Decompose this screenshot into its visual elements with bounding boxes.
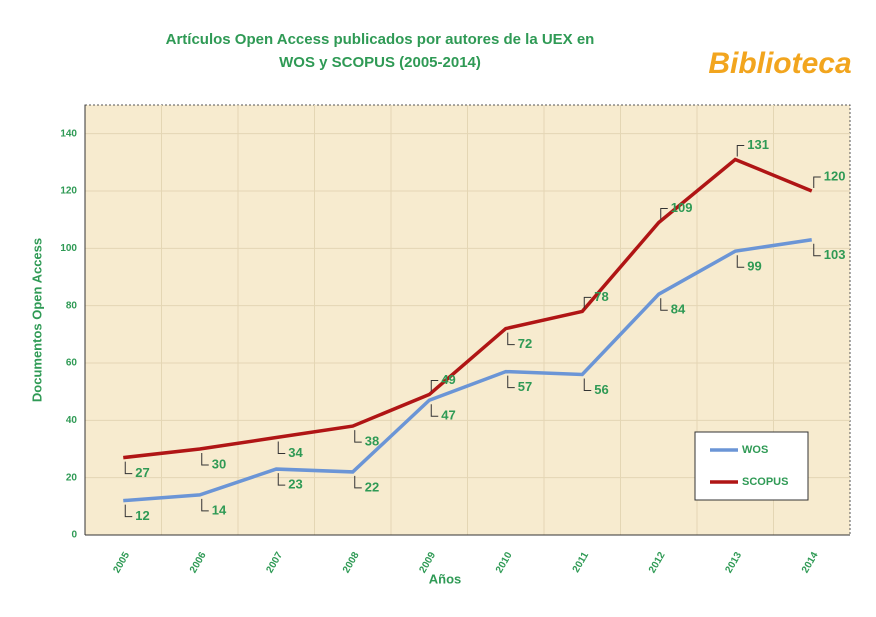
- leader-line: [277, 473, 286, 486]
- legend-label: SCOPUS: [742, 476, 788, 488]
- leader-line: [660, 208, 668, 220]
- data-label: 38: [365, 434, 379, 449]
- data-label: 12: [135, 508, 149, 523]
- y-tick-label: 80: [66, 300, 78, 311]
- title-line: WOS y SCOPUS (2005-2014): [279, 54, 481, 71]
- leader-line: [813, 176, 821, 188]
- leader-line: [124, 461, 133, 475]
- leader-line: [124, 504, 133, 518]
- data-label: 27: [135, 465, 149, 480]
- leader-line: [430, 404, 439, 417]
- data-label: 56: [594, 382, 608, 397]
- y-tick-label: 60: [66, 358, 78, 369]
- leader-line: [507, 375, 515, 389]
- data-label: 109: [671, 200, 693, 215]
- data-label: 120: [824, 168, 846, 183]
- logo: Biblioteca: [708, 47, 851, 80]
- legend: [694, 431, 809, 501]
- data-label: 99: [747, 259, 761, 274]
- leader-line: [583, 378, 592, 391]
- series-line: [123, 238, 813, 503]
- data-label: 23: [288, 477, 302, 492]
- title-line: Artículos Open Access publicados por aut…: [166, 31, 595, 48]
- y-tick-label: 140: [60, 128, 77, 139]
- y-tick-label: 100: [60, 243, 77, 254]
- leader-line: [813, 243, 821, 257]
- data-label: 103: [824, 247, 846, 262]
- data-label: 49: [441, 372, 455, 387]
- data-label: 30: [212, 456, 226, 471]
- y-tick-label: 40: [66, 415, 78, 426]
- data-label: 78: [594, 289, 608, 304]
- data-label: 131: [747, 137, 769, 152]
- leader-line: [736, 255, 745, 268]
- leader-line: [430, 380, 439, 392]
- x-axis-label: Años: [429, 571, 462, 586]
- y-tick-label: 20: [66, 472, 78, 483]
- leader-line: [736, 144, 745, 157]
- leader-line: [660, 298, 668, 311]
- leader-line: [201, 498, 209, 512]
- data-label: 84: [671, 302, 686, 317]
- leader-line: [354, 475, 362, 489]
- y-tick-label: 120: [60, 186, 77, 197]
- leader-line: [277, 441, 286, 455]
- leader-line: [583, 296, 592, 309]
- data-label: 47: [441, 408, 455, 423]
- data-label: 14: [212, 502, 227, 517]
- data-label: 57: [518, 379, 532, 394]
- data-label: 34: [288, 445, 303, 460]
- y-tick-label: 0: [71, 530, 77, 541]
- series-line: [123, 157, 813, 460]
- leader-line: [507, 332, 515, 346]
- data-label: 22: [365, 479, 379, 494]
- leader-line: [354, 430, 362, 443]
- y-axis-label: Documentos Open Access: [29, 238, 44, 402]
- legend-label: WOS: [742, 444, 768, 456]
- leader-line: [201, 453, 209, 466]
- data-label: 72: [518, 336, 532, 351]
